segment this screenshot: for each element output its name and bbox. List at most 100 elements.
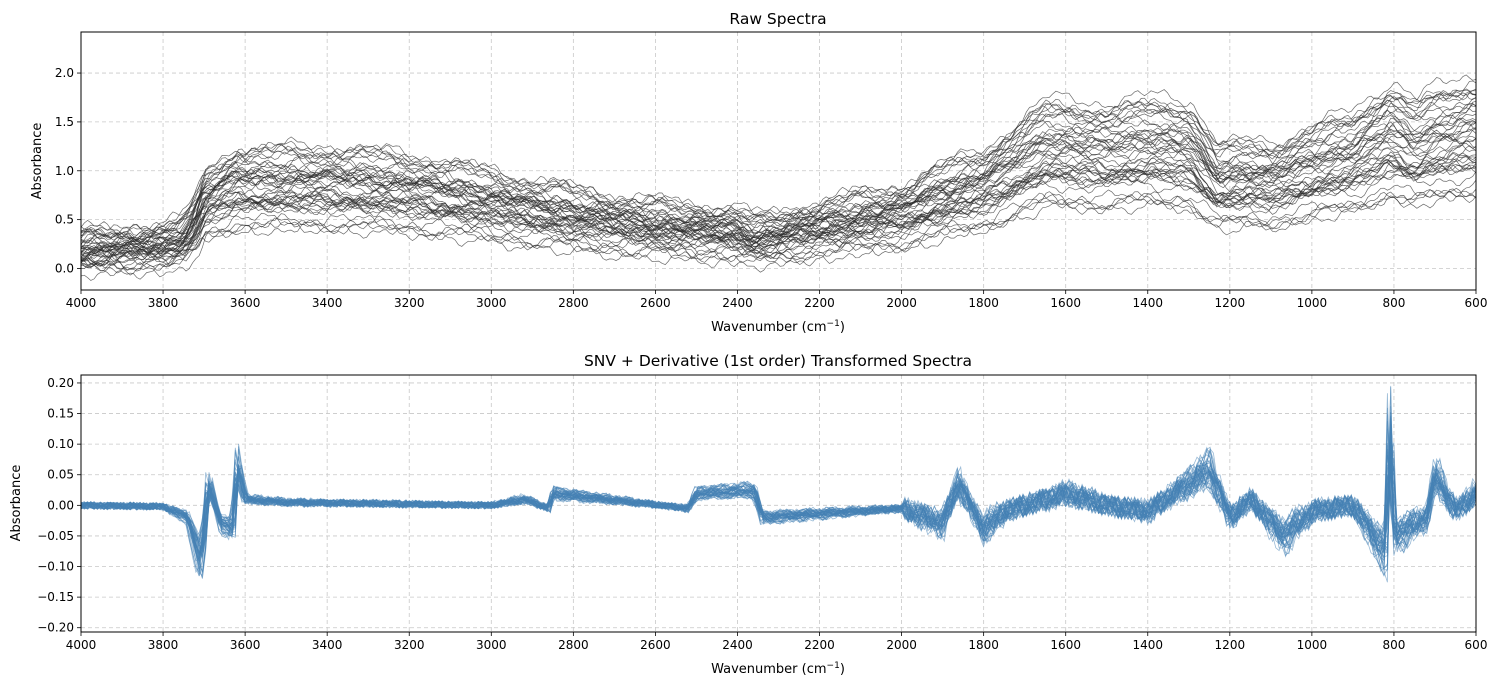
raw-spectra-series-line bbox=[81, 135, 1477, 262]
raw-spectra-x-tick-label: 2800 bbox=[558, 296, 589, 310]
transformed-spectra-x-tick-label: 2800 bbox=[558, 638, 589, 652]
transformed-spectra-x-tick-label: 3800 bbox=[148, 638, 179, 652]
raw-spectra-y-tick-label: 0.0 bbox=[55, 262, 74, 276]
raw-spectra-series-line bbox=[80, 189, 1477, 280]
raw-spectra-series-line bbox=[80, 171, 1477, 259]
raw-spectra-x-tick-label: 800 bbox=[1382, 296, 1405, 310]
raw-spectra-x-axis-label: Wavenumber (cm−1) bbox=[711, 319, 845, 335]
raw-spectra-x-tick-label: 2600 bbox=[640, 296, 671, 310]
raw-spectra-x-tick-label: 1600 bbox=[1050, 296, 1081, 310]
raw-spectra-x-tick-label: 3400 bbox=[312, 296, 343, 310]
raw-spectra-series-line bbox=[80, 113, 1477, 258]
raw-spectra-plot-frame bbox=[80, 31, 1477, 291]
raw-spectra-series-line bbox=[80, 90, 1477, 236]
transformed-spectra-y-tick-label: 0.15 bbox=[47, 407, 74, 421]
raw-spectra-title: Raw Spectra bbox=[729, 10, 826, 28]
transformed-spectra-y-tick-label: 0.00 bbox=[47, 498, 74, 512]
raw-spectra-y-axis-label: Absorbance bbox=[30, 123, 45, 200]
raw-spectra-x-tick-label: 3000 bbox=[476, 296, 507, 310]
raw-spectra-series-line bbox=[80, 100, 1477, 269]
raw-spectra-x-tick-label: 1000 bbox=[1297, 296, 1328, 310]
raw-spectra-y-tick-label: 2.0 bbox=[55, 66, 74, 80]
raw-spectra-series-line bbox=[80, 156, 1477, 257]
transformed-spectra-x-tick-label: 2200 bbox=[804, 638, 835, 652]
transformed-spectra-series-line bbox=[80, 454, 1477, 554]
transformed-spectra-panel: SNV + Derivative (1st order) Transformed… bbox=[9, 352, 1487, 677]
transformed-spectra-x-tick-label: 2000 bbox=[886, 638, 917, 652]
raw-spectra-series-line bbox=[80, 128, 1477, 246]
transformed-spectra-x-ticks: 4000 3800 3600 3400 3200 3000 2800 2600 2400 2200… bbox=[66, 632, 1488, 652]
transformed-spectra-x-tick-label: 3200 bbox=[394, 638, 425, 652]
raw-spectra-x-ticks: 4000 3800 3600 3400 3200 3000 2800 2600 2400 2200… bbox=[66, 290, 1487, 310]
raw-spectra-grid bbox=[81, 32, 1476, 290]
raw-spectra-x-tick-label: 3200 bbox=[394, 296, 425, 310]
transformed-spectra-series-line bbox=[80, 436, 1477, 556]
transformed-spectra-x-axis-label-text: Wavenumber (cm bbox=[711, 662, 826, 677]
raw-spectra-series bbox=[80, 74, 1477, 281]
raw-spectra-panel: Raw Spectra 4000 3800 3600 3400 3200 3000 2800… bbox=[30, 10, 1487, 335]
transformed-spectra-y-tick-label: −0.10 bbox=[37, 560, 74, 574]
raw-spectra-series-line bbox=[81, 127, 1477, 244]
transformed-spectra-series-line bbox=[80, 428, 1477, 552]
raw-spectra-series-line bbox=[80, 74, 1477, 243]
raw-spectra-series-line bbox=[80, 179, 1477, 274]
raw-spectra-y-tick-label: 0.5 bbox=[55, 213, 74, 227]
raw-spectra-x-tick-label: 3600 bbox=[230, 296, 261, 310]
raw-spectra-series-line bbox=[80, 121, 1477, 252]
raw-spectra-series-line bbox=[80, 188, 1477, 281]
raw-spectra-series-line bbox=[80, 134, 1477, 240]
transformed-spectra-x-tick-label: 1200 bbox=[1215, 638, 1246, 652]
raw-spectra-series-line bbox=[80, 88, 1477, 236]
transformed-spectra-x-tick-label: 600 bbox=[1465, 638, 1488, 652]
raw-spectra-series-line bbox=[80, 164, 1477, 266]
transformed-spectra-x-tick-label: 1800 bbox=[968, 638, 999, 652]
transformed-spectra-x-tick-label: 2600 bbox=[640, 638, 671, 652]
raw-spectra-x-tick-label: 1200 bbox=[1215, 296, 1246, 310]
transformed-spectra-x-tick-label: 1000 bbox=[1297, 638, 1328, 652]
raw-spectra-x-tick-label: 3800 bbox=[148, 296, 179, 310]
transformed-spectra-title: SNV + Derivative (1st order) Transformed… bbox=[584, 352, 972, 370]
raw-spectra-y-ticks: 0.0 0.5 1.0 1.5 2.0 bbox=[55, 66, 81, 276]
raw-spectra-series-line bbox=[80, 156, 1477, 266]
raw-spectra-series-line bbox=[80, 107, 1477, 264]
transformed-spectra-x-tick-label: 3000 bbox=[476, 638, 507, 652]
transformed-spectra-y-tick-label: −0.20 bbox=[37, 621, 74, 635]
raw-spectra-series-line bbox=[80, 97, 1477, 253]
transformed-spectra-series-line bbox=[80, 451, 1477, 541]
raw-spectra-series-line bbox=[80, 101, 1477, 243]
transformed-spectra-series-line bbox=[80, 442, 1477, 579]
transformed-spectra-y-ticks: −0.20 −0.15 −0.10 −0.05 0.00 0.05 0.10 0.15 0.20 bbox=[37, 376, 81, 635]
raw-spectra-x-tick-label: 2000 bbox=[886, 296, 917, 310]
transformed-spectra-x-tick-label: 3400 bbox=[312, 638, 343, 652]
transformed-spectra-x-axis-label-close: ) bbox=[840, 662, 845, 677]
transformed-spectra-x-axis-label: Wavenumber (cm−1) bbox=[711, 661, 845, 677]
transformed-spectra-series-line bbox=[80, 464, 1477, 547]
transformed-spectra-plot-frame bbox=[80, 374, 1477, 633]
transformed-spectra-y-axis-label: Absorbance bbox=[9, 465, 24, 542]
transformed-spectra-y-tick-label: 0.20 bbox=[47, 376, 74, 390]
transformed-spectra-y-tick-label: −0.15 bbox=[37, 590, 74, 604]
transformed-spectra-x-tick-label: 1600 bbox=[1050, 638, 1081, 652]
transformed-spectra-series-line bbox=[80, 418, 1477, 564]
transformed-spectra-x-tick-label: 1400 bbox=[1132, 638, 1163, 652]
raw-spectra-x-tick-label: 2200 bbox=[804, 296, 835, 310]
transformed-spectra-x-tick-label: 2400 bbox=[722, 638, 753, 652]
transformed-spectra-x-axis-label-exponent: −1 bbox=[827, 661, 840, 671]
raw-spectra-x-axis-label-text: Wavenumber (cm bbox=[711, 320, 826, 335]
transformed-spectra-series bbox=[80, 385, 1477, 583]
raw-spectra-x-tick-label: 1800 bbox=[968, 296, 999, 310]
raw-spectra-series-line bbox=[80, 122, 1477, 245]
raw-spectra-series-line bbox=[80, 137, 1477, 255]
raw-spectra-series-line bbox=[80, 117, 1477, 252]
raw-spectra-x-tick-label: 2400 bbox=[722, 296, 753, 310]
transformed-spectra-series-line bbox=[80, 416, 1477, 583]
raw-spectra-x-tick-label: 4000 bbox=[66, 296, 97, 310]
raw-spectra-x-axis-label-close: ) bbox=[840, 320, 845, 335]
raw-spectra-series-line bbox=[80, 151, 1477, 259]
transformed-spectra-y-tick-label: 0.10 bbox=[47, 437, 74, 451]
raw-spectra-x-axis-label-exponent: −1 bbox=[827, 319, 840, 329]
raw-spectra-series-line bbox=[80, 162, 1477, 263]
transformed-spectra-x-tick-label: 800 bbox=[1382, 638, 1405, 652]
